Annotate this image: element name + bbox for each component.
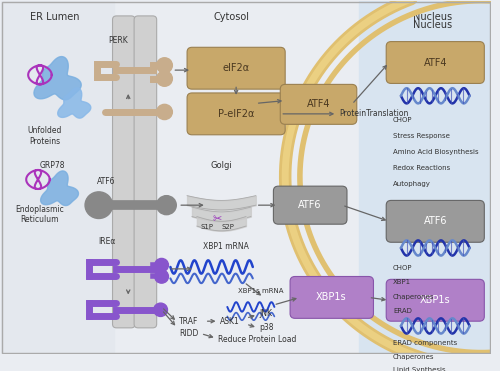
FancyBboxPatch shape (187, 93, 285, 135)
FancyBboxPatch shape (187, 47, 285, 89)
Text: Golgi: Golgi (210, 161, 233, 170)
Text: JNK: JNK (260, 309, 272, 318)
Text: Lipid Synthesis: Lipid Synthesis (393, 367, 446, 371)
Circle shape (156, 196, 176, 215)
FancyBboxPatch shape (274, 186, 347, 224)
FancyBboxPatch shape (112, 16, 135, 328)
Text: ATF6: ATF6 (424, 216, 447, 226)
Circle shape (154, 303, 168, 316)
Text: TRAF: TRAF (179, 317, 199, 326)
Text: Cytosol: Cytosol (213, 12, 249, 22)
Text: XBP1 mRNA: XBP1 mRNA (204, 242, 250, 251)
Bar (0, 1, 114, 354)
Text: Unfolded
Proteins: Unfolded Proteins (28, 126, 62, 146)
Text: ATF4: ATF4 (307, 99, 330, 109)
Text: XBP1s mRNA: XBP1s mRNA (238, 288, 284, 293)
Text: Nucleus: Nucleus (413, 12, 452, 22)
Text: ASK1: ASK1 (220, 317, 240, 326)
Circle shape (154, 259, 168, 272)
Text: S2P: S2P (222, 224, 234, 230)
Text: CHOP: CHOP (393, 265, 412, 271)
Text: GRP78: GRP78 (40, 161, 66, 170)
Text: ✂: ✂ (213, 214, 222, 224)
Text: Nucleus: Nucleus (413, 20, 452, 30)
Text: ERAD: ERAD (393, 308, 412, 314)
Text: XBP1s: XBP1s (420, 295, 450, 305)
Circle shape (85, 192, 112, 219)
FancyBboxPatch shape (280, 84, 357, 124)
Text: p38: p38 (260, 324, 274, 332)
Text: ER Lumen: ER Lumen (30, 12, 80, 22)
Text: Autophagy: Autophagy (393, 181, 431, 187)
Text: ATF6: ATF6 (298, 200, 322, 210)
Text: RIDD: RIDD (179, 329, 199, 338)
Polygon shape (58, 88, 91, 118)
Polygon shape (40, 171, 78, 206)
Circle shape (156, 71, 172, 86)
Text: Amino Acid Biosynthesis: Amino Acid Biosynthesis (393, 149, 478, 155)
Text: PERK: PERK (108, 36, 128, 45)
Bar (358, 1, 491, 354)
Circle shape (154, 270, 168, 283)
Text: ATF4: ATF4 (424, 58, 447, 68)
Text: Chaperones: Chaperones (393, 354, 434, 359)
Text: Endoplasmic
Reticulum: Endoplasmic Reticulum (16, 205, 64, 224)
Text: P-eIF2α: P-eIF2α (218, 109, 254, 119)
Text: Redox Reactions: Redox Reactions (393, 165, 450, 171)
FancyBboxPatch shape (290, 276, 374, 318)
Text: ProteinTranslation: ProteinTranslation (339, 109, 408, 118)
Text: XBP1s: XBP1s (316, 292, 346, 302)
Text: eIF2α: eIF2α (222, 63, 250, 73)
FancyBboxPatch shape (386, 279, 484, 321)
Text: CHOP: CHOP (393, 117, 412, 123)
Text: ATF6: ATF6 (98, 177, 116, 186)
Circle shape (156, 58, 172, 73)
FancyBboxPatch shape (386, 42, 484, 83)
Polygon shape (34, 56, 81, 100)
Text: XBP1: XBP1 (393, 279, 411, 285)
Circle shape (156, 104, 172, 119)
Text: IREα: IREα (98, 237, 116, 246)
Text: Chaperones: Chaperones (393, 293, 434, 300)
Text: Stress Response: Stress Response (393, 133, 450, 139)
Text: Reduce Protein Load: Reduce Protein Load (218, 335, 297, 344)
FancyBboxPatch shape (386, 200, 484, 242)
Text: ERAD components: ERAD components (393, 340, 458, 346)
FancyBboxPatch shape (134, 16, 156, 328)
Text: S1P: S1P (200, 224, 213, 230)
